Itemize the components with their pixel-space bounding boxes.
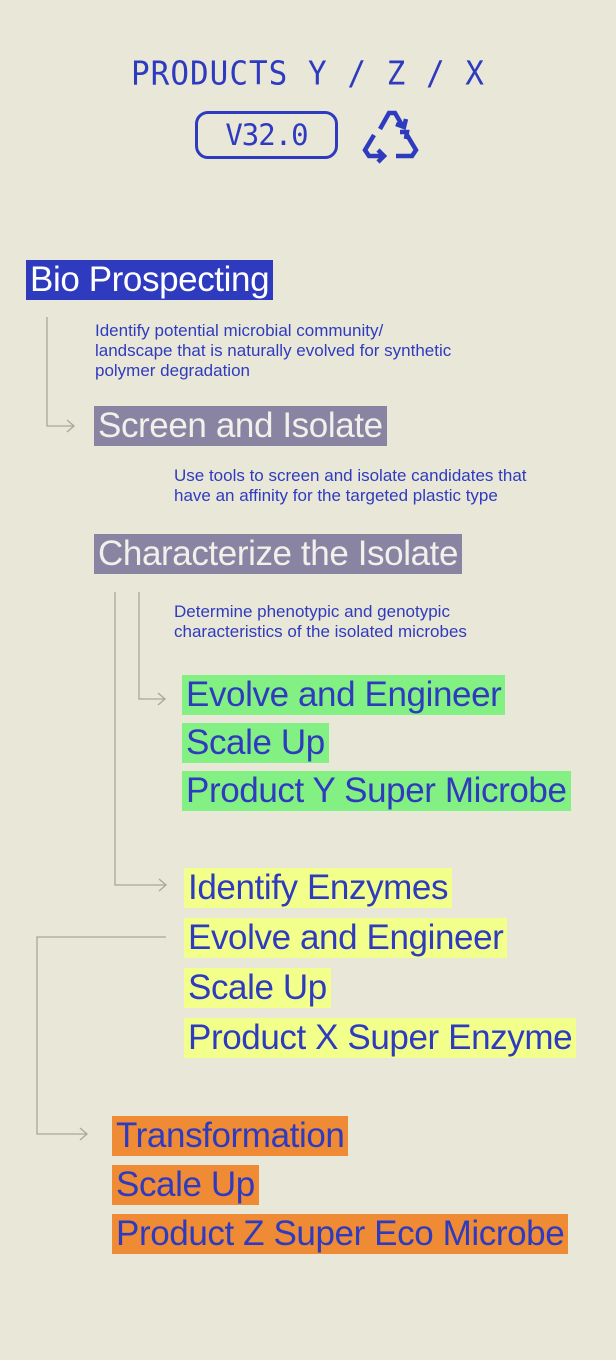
branch-y-product: Product Y Super Microbe bbox=[182, 771, 571, 811]
version-badge: V32.0 bbox=[195, 111, 338, 159]
recycle-icon bbox=[362, 110, 419, 164]
arrowhead-x-to-z bbox=[79, 1127, 88, 1141]
branch-x-identify-enzymes: Identify Enzymes bbox=[184, 868, 453, 908]
branch-z-transformation: Transformation bbox=[112, 1116, 349, 1156]
page-title: PRODUCTS Y / Z / X bbox=[131, 55, 485, 93]
branch-y-scale-up: Scale Up bbox=[182, 723, 329, 763]
connector-bio-to-screen bbox=[46, 317, 73, 427]
branch-x-evolve-and-engineer: Evolve and Engineer bbox=[184, 918, 508, 958]
arrowhead-characterize-to-x bbox=[158, 878, 167, 892]
branch-y-evolve-and-engineer: Evolve and Engineer bbox=[182, 675, 506, 715]
screen-and-isolate-description: Use tools to screen and isolate candidat… bbox=[174, 466, 527, 505]
branch-z-product: Product Z Super Eco Microbe bbox=[112, 1214, 569, 1254]
step-bio-prospecting: Bio Prospecting bbox=[26, 260, 274, 300]
characterize-description: Determine phenotypic and genotypic chara… bbox=[174, 602, 467, 641]
branch-x-scale-up: Scale Up bbox=[184, 968, 331, 1008]
branch-z-scale-up: Scale Up bbox=[112, 1165, 259, 1205]
arrowhead-characterize-to-y bbox=[157, 692, 166, 706]
connector-x-to-z bbox=[36, 936, 166, 1135]
connector-characterize-to-x bbox=[114, 592, 165, 886]
step-screen-and-isolate: Screen and Isolate bbox=[94, 406, 387, 446]
arrowhead-bio-to-screen bbox=[66, 419, 75, 433]
step-characterize-the-isolate: Characterize the Isolate bbox=[94, 534, 463, 574]
bio-prospecting-description: Identify potential microbial community/ … bbox=[95, 321, 452, 380]
branch-x-product: Product X Super Enzyme bbox=[184, 1018, 577, 1058]
connector-characterize-to-y bbox=[138, 592, 164, 700]
